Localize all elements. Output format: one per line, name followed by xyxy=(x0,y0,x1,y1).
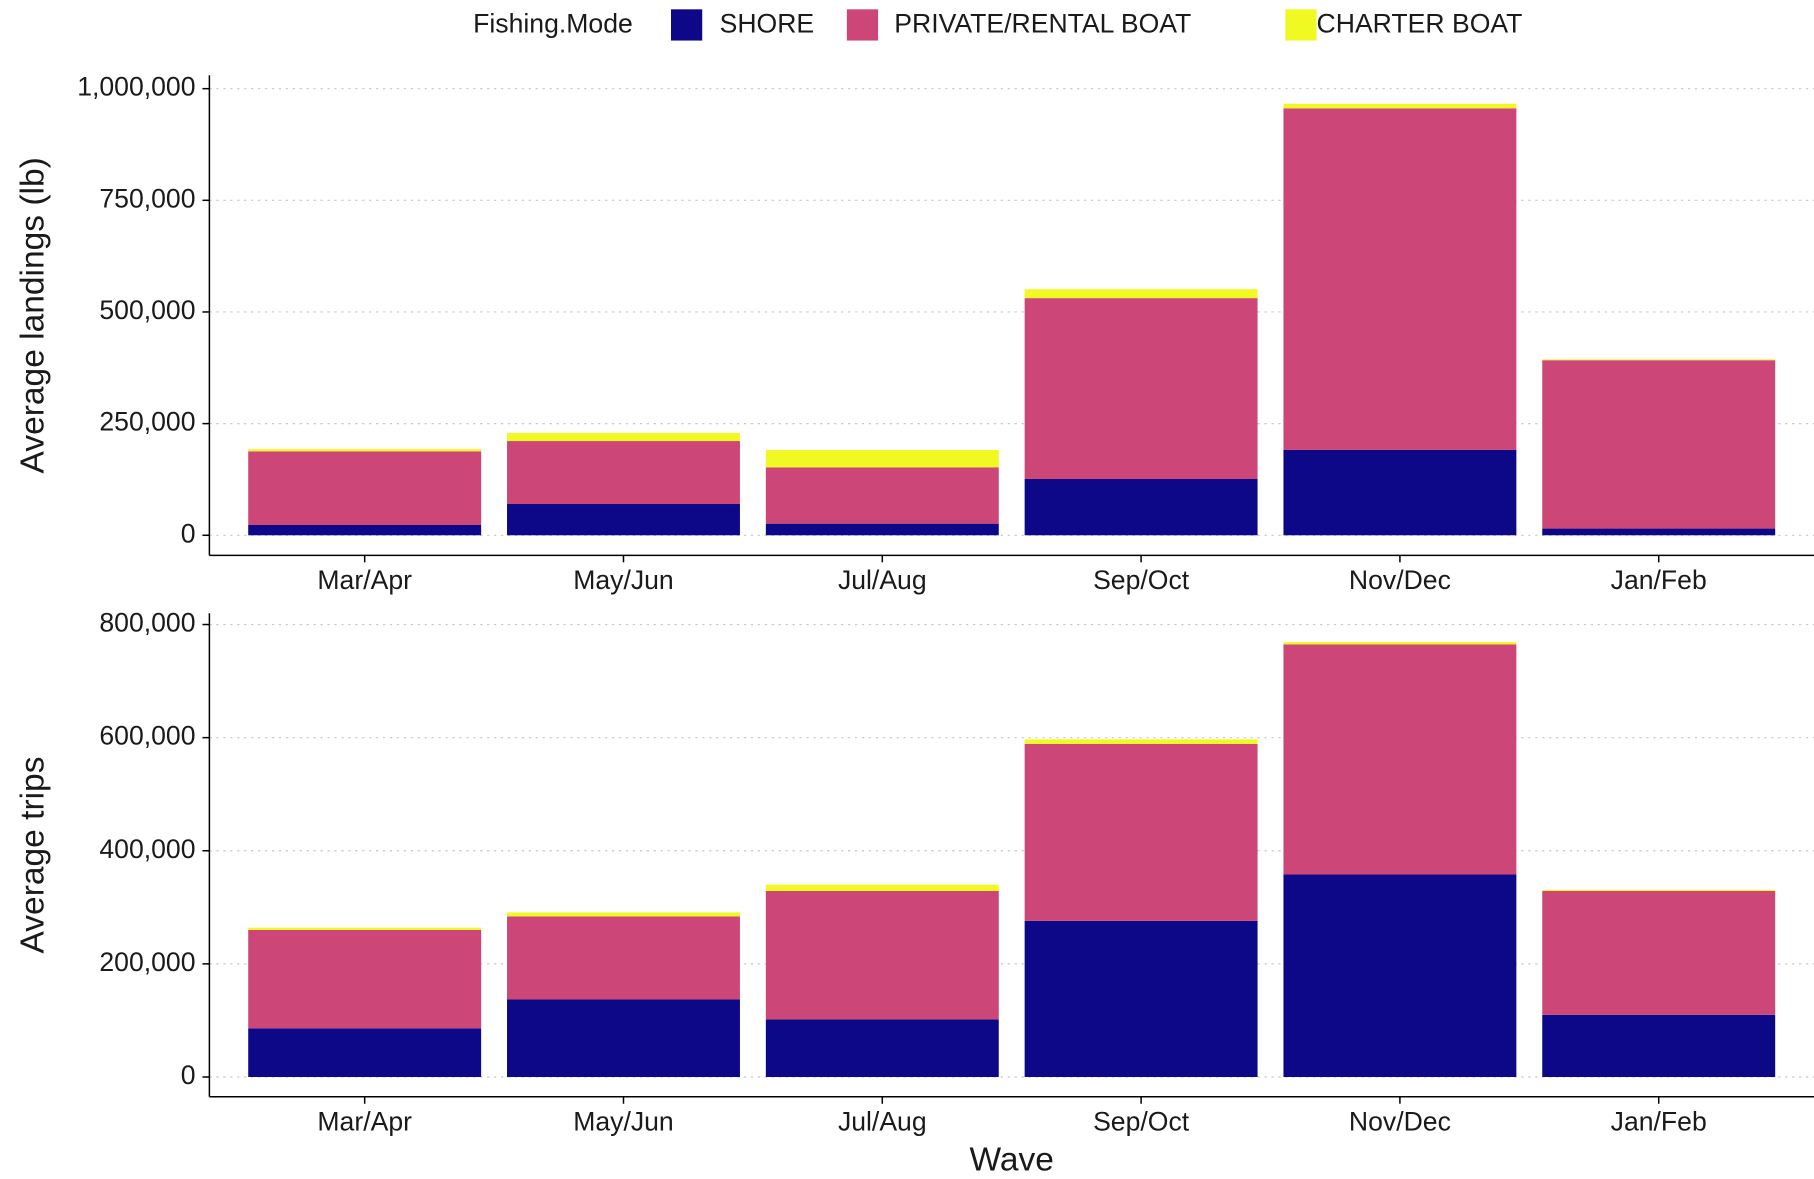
y-tick-label: 0 xyxy=(181,518,196,548)
bar-segment xyxy=(248,449,482,452)
bar-segment xyxy=(1024,743,1258,921)
bar-segment xyxy=(507,441,740,505)
bar-segment xyxy=(1542,359,1776,361)
y-tick-label: 600,000 xyxy=(99,721,195,751)
bar-segment xyxy=(1024,479,1258,536)
legend-key xyxy=(1285,9,1317,41)
y-axis-title: Average landings (lb) xyxy=(15,157,52,473)
bar-segment xyxy=(507,999,740,1077)
bar-segment xyxy=(507,504,740,536)
bar-segment xyxy=(507,433,740,442)
bar-segment xyxy=(507,916,740,1000)
bar-segment xyxy=(1542,890,1776,1015)
x-tick-label: Sep/Oct xyxy=(1093,1106,1190,1136)
bar-segment xyxy=(765,523,999,536)
bar-segment xyxy=(248,929,482,1029)
bar-segment xyxy=(1542,889,1776,891)
x-axis-title: Wave xyxy=(969,1141,1053,1178)
x-tick-label: Mar/Apr xyxy=(317,565,412,595)
x-tick-label: Jul/Aug xyxy=(838,1106,927,1136)
legend-label: SHORE xyxy=(720,9,815,39)
x-tick-label: Jul/Aug xyxy=(838,565,927,595)
bar-segment xyxy=(248,525,482,536)
bar-segment xyxy=(765,449,999,468)
bar-segment xyxy=(765,467,999,524)
y-tick-label: 200,000 xyxy=(99,947,195,977)
bar-segment xyxy=(1024,298,1258,480)
bar-segment xyxy=(1283,874,1517,1077)
bar-segment xyxy=(1283,644,1517,875)
bar-segment xyxy=(1024,920,1258,1077)
bar-segment xyxy=(1283,103,1517,109)
bar-segment xyxy=(1542,360,1776,529)
bar-segment xyxy=(1542,528,1776,536)
x-tick-label: May/Jun xyxy=(573,1106,674,1136)
bar-segment xyxy=(248,1028,482,1077)
bar-segment xyxy=(1024,739,1258,744)
y-tick-label: 0 xyxy=(181,1060,196,1090)
bar-segment xyxy=(248,927,482,930)
y-tick-label: 800,000 xyxy=(99,608,195,638)
y-tick-label: 400,000 xyxy=(99,834,195,864)
bar-segment xyxy=(1542,1014,1776,1077)
x-tick-label: Sep/Oct xyxy=(1093,565,1190,595)
legend-key xyxy=(670,9,703,41)
legend-title: Fishing.Mode xyxy=(473,9,633,39)
legend-key xyxy=(846,9,879,41)
x-tick-label: Nov/Dec xyxy=(1349,1106,1451,1136)
bar-segment xyxy=(765,884,999,891)
x-tick-label: Jan/Feb xyxy=(1611,1106,1707,1136)
bar-segment xyxy=(1024,289,1258,299)
bar-segment xyxy=(1283,642,1517,645)
bar-segment xyxy=(1283,449,1517,536)
bar-segment xyxy=(765,1019,999,1077)
x-tick-label: Nov/Dec xyxy=(1349,565,1451,595)
legend-label: CHARTER BOAT xyxy=(1317,9,1523,39)
y-axis-title: Average trips xyxy=(15,757,52,954)
bar-segment xyxy=(765,890,999,1020)
bar-segment xyxy=(1283,108,1517,450)
y-tick-label: 500,000 xyxy=(99,295,195,325)
x-tick-label: Mar/Apr xyxy=(317,1106,412,1136)
bar-segment xyxy=(248,451,482,526)
y-tick-label: 250,000 xyxy=(99,407,195,437)
x-tick-label: May/Jun xyxy=(573,565,674,595)
x-tick-label: Jan/Feb xyxy=(1611,565,1707,595)
legend-label: PRIVATE/RENTAL BOAT xyxy=(894,9,1191,39)
bar-segment xyxy=(507,912,740,917)
y-tick-label: 750,000 xyxy=(99,183,195,213)
y-tick-label: 1,000,000 xyxy=(77,72,195,102)
